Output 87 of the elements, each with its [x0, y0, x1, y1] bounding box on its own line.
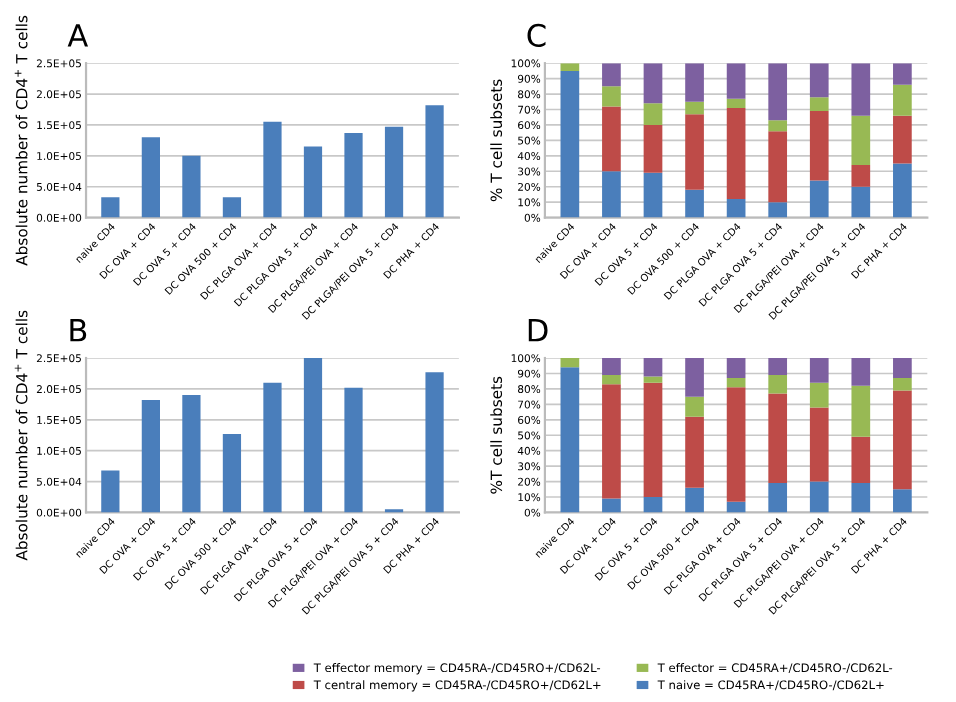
bar — [851, 436, 871, 484]
bar — [222, 434, 242, 513]
chart-title: A — [67, 24, 89, 47]
bar — [182, 155, 201, 218]
bar — [425, 105, 444, 218]
chart-title: D — [528, 319, 548, 342]
bar — [643, 124, 663, 173]
bar — [643, 376, 663, 383]
bar — [263, 382, 282, 513]
bar — [726, 199, 746, 218]
bar — [768, 63, 788, 121]
bar — [685, 487, 704, 513]
bar — [726, 358, 746, 379]
bar — [602, 498, 621, 513]
bar — [602, 106, 621, 172]
bar — [768, 202, 788, 218]
bar — [809, 63, 829, 98]
bar — [643, 63, 663, 104]
bar — [726, 98, 746, 108]
bar — [893, 84, 912, 116]
bar — [851, 115, 871, 166]
bar — [768, 483, 788, 513]
bar — [685, 358, 704, 397]
bar — [643, 382, 663, 498]
bar — [851, 358, 871, 386]
bar — [893, 378, 912, 391]
bar — [602, 384, 621, 499]
bar — [602, 86, 621, 107]
bar — [560, 367, 580, 513]
bar — [851, 483, 871, 513]
bar — [685, 189, 704, 218]
bar — [768, 393, 788, 484]
bar — [602, 375, 621, 385]
bar — [141, 400, 160, 513]
bar — [263, 121, 282, 218]
bar — [726, 387, 746, 502]
bar — [726, 107, 746, 200]
bar — [344, 132, 363, 218]
bar — [560, 70, 580, 218]
bar — [303, 358, 323, 513]
bar — [809, 180, 829, 218]
bar — [851, 385, 871, 437]
bar — [384, 126, 404, 218]
bar — [809, 97, 829, 112]
bar — [425, 372, 444, 513]
bar — [101, 197, 120, 218]
bar — [809, 382, 829, 408]
bar — [560, 358, 580, 368]
bar — [685, 114, 704, 190]
bar — [344, 387, 363, 513]
bar — [101, 470, 120, 513]
bar — [685, 101, 704, 115]
bar — [768, 131, 788, 203]
bar — [809, 358, 829, 383]
bar — [726, 63, 746, 99]
bar — [851, 186, 871, 218]
bar — [768, 120, 788, 132]
bar — [602, 63, 621, 87]
chart-title: C — [527, 23, 546, 47]
bar — [851, 63, 871, 116]
bar — [893, 390, 912, 490]
bar — [643, 497, 663, 513]
bar — [809, 111, 829, 181]
bar — [643, 172, 663, 218]
bar — [602, 358, 621, 376]
bar — [222, 197, 242, 218]
bar — [303, 146, 323, 218]
bar — [643, 103, 663, 125]
bar — [726, 378, 746, 388]
bar — [851, 165, 871, 187]
bar — [809, 481, 829, 513]
bar — [141, 137, 160, 218]
bar — [809, 407, 829, 482]
bar — [768, 375, 788, 394]
bar — [893, 163, 912, 218]
bar — [893, 115, 912, 164]
bar — [182, 395, 201, 513]
bar — [685, 416, 704, 488]
bar — [602, 171, 621, 218]
bar — [685, 63, 704, 102]
bar — [893, 358, 912, 379]
bar — [893, 63, 912, 85]
bar — [893, 489, 912, 513]
bar — [643, 358, 663, 377]
bar — [685, 396, 704, 417]
chart-title: B — [70, 319, 87, 342]
bar — [768, 358, 788, 376]
